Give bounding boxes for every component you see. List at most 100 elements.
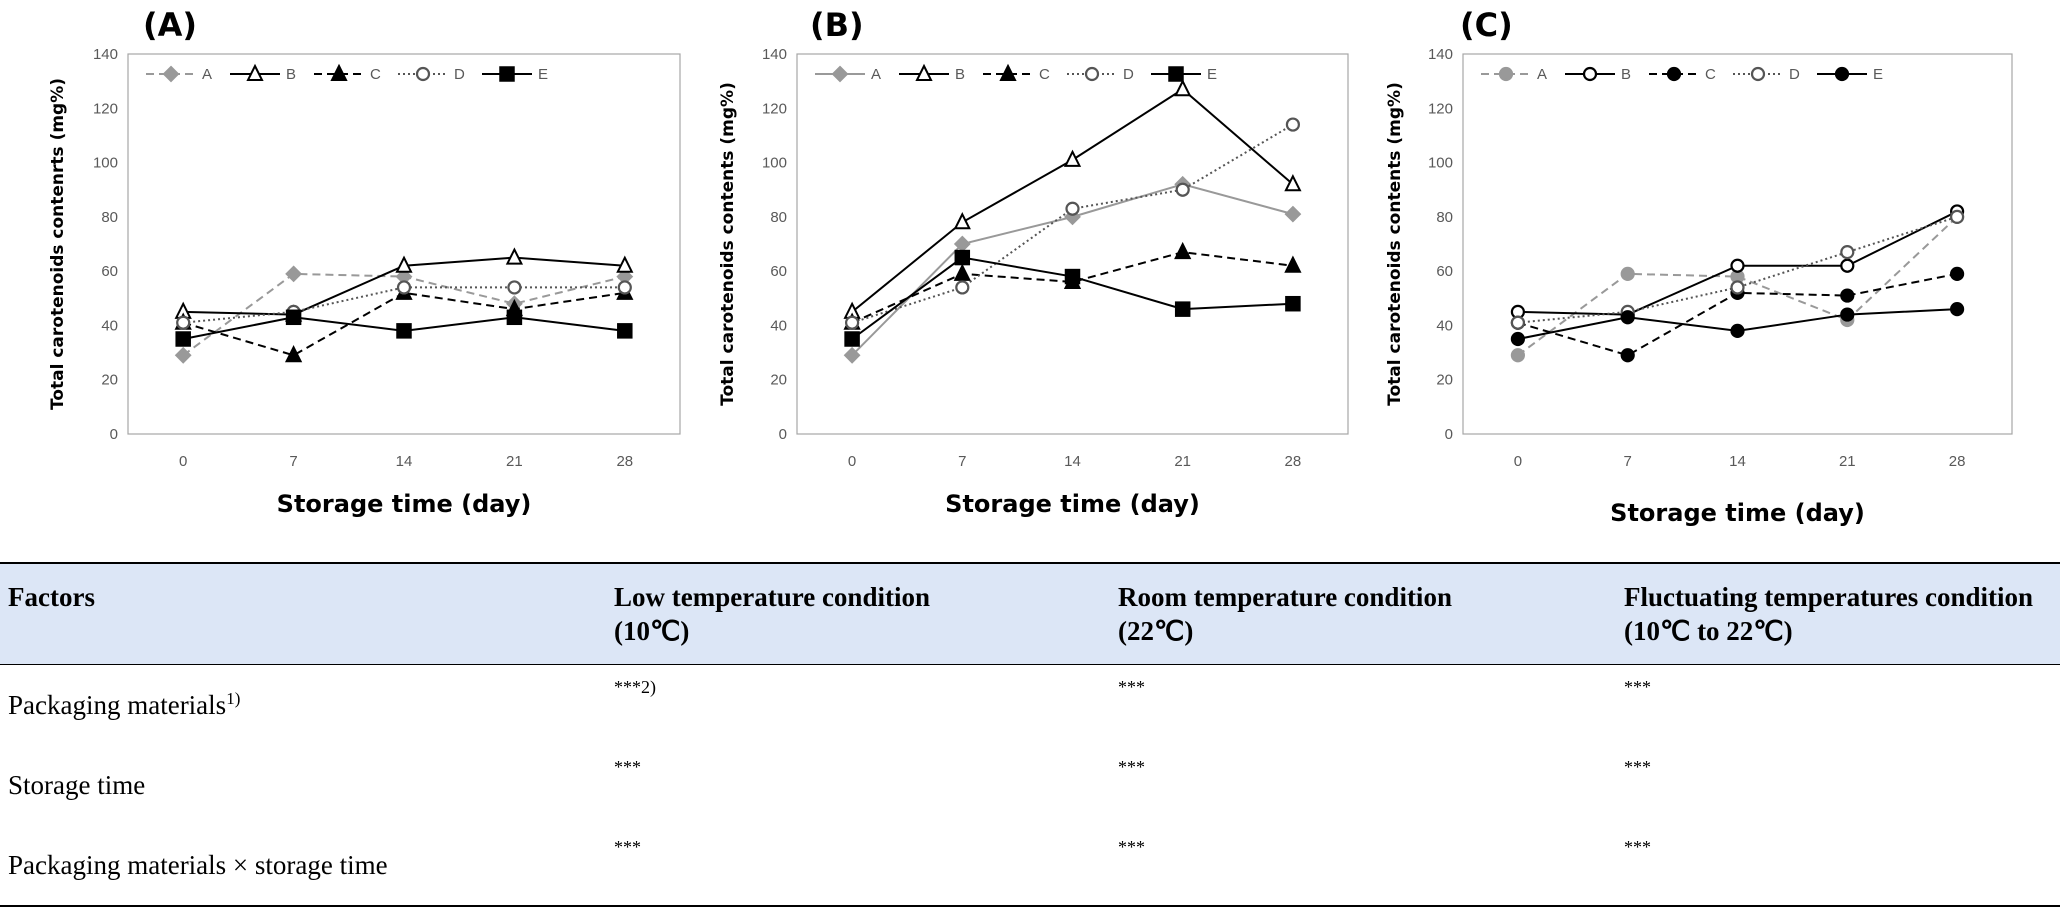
data-point	[1510, 331, 1526, 347]
y-tick-label: 100	[93, 155, 118, 172]
chart-panel: (A) 0 20 40 60 80 100 120 140 0 7 14 21 28 Storage tim…	[48, 6, 681, 518]
x-tick-label: 0	[1514, 453, 1522, 470]
factor-cell: Packaging materials1)	[8, 689, 241, 720]
data-point	[1175, 182, 1190, 197]
data-point	[1174, 241, 1192, 260]
legend-entry: E	[538, 66, 548, 83]
legend-entry: D	[454, 66, 465, 83]
y-tick-label: 60	[1436, 263, 1453, 280]
legend-marker	[999, 63, 1017, 81]
y-tick-label: 0	[779, 426, 787, 443]
x-tick-label: 14	[396, 453, 413, 470]
data-point	[617, 323, 633, 339]
fluctuating-temp-significance: ***	[1624, 677, 1651, 697]
data-point	[1730, 323, 1745, 338]
data-point	[844, 315, 860, 330]
plot-area-frame	[796, 53, 1349, 435]
y-tick-label: 60	[770, 263, 787, 280]
legend-marker	[330, 63, 348, 81]
data-point	[1284, 255, 1302, 273]
data-point	[1284, 205, 1302, 223]
legend: A B C D E	[815, 63, 1217, 83]
plot-area-frame	[1462, 53, 2013, 435]
anova-table: Factors Low temperature condition (10℃) R…	[0, 562, 2060, 907]
y-tick-label: 20	[1436, 372, 1453, 389]
series-B	[1510, 204, 1965, 322]
room-temp-significance: ***	[1118, 757, 1145, 777]
legend-marker	[915, 63, 933, 81]
y-tick-label: 20	[770, 372, 787, 389]
y-tick-label: 60	[101, 263, 118, 280]
data-point	[617, 280, 632, 295]
data-point	[285, 309, 302, 326]
x-tick-label: 0	[848, 453, 856, 470]
data-point	[1510, 348, 1526, 363]
data-point	[506, 309, 523, 326]
legend-entry: A	[202, 66, 212, 83]
header-fluctuating-temperatures: Fluctuating temperatures condition (10℃ t…	[1616, 562, 2060, 665]
y-axis-title: Total carotenoids contents (mg%)	[718, 82, 738, 406]
y-axis-title: Total carotenoids contenrts (mg%)	[48, 78, 68, 410]
plot-area-frame	[127, 53, 681, 435]
x-tick-label: 28	[1949, 453, 1966, 470]
factor-cell: Packaging materials × storage time	[0, 825, 606, 907]
data-point	[955, 280, 970, 295]
header-room-temperature: Room temperature condition (22℃)	[1110, 562, 1616, 665]
legend-marker	[1834, 66, 1850, 82]
header-low-temperature: Low temperature condition (10℃)	[606, 562, 1110, 665]
y-tick-label: 140	[1428, 46, 1453, 63]
data-point	[844, 331, 860, 347]
legend-marker	[499, 66, 515, 82]
x-tick-label: 21	[1839, 453, 1856, 470]
x-tick-label: 7	[289, 453, 297, 470]
legend-entry: D	[1789, 66, 1800, 83]
low-temp-significance: ***	[614, 757, 641, 777]
x-tick-label: 0	[179, 453, 187, 470]
legend-marker	[415, 66, 431, 82]
legend-marker	[1168, 66, 1184, 82]
legend-entry: A	[1537, 66, 1547, 83]
table-row: Packaging materials × storage time *** *…	[0, 825, 2060, 907]
y-tick-label: 140	[762, 46, 787, 63]
chart-panel: (B) 0 20 40 60 80 100 120 140 0 7 14 21 28 Storage tim…	[718, 6, 1349, 518]
data-point	[953, 263, 971, 281]
series-line	[183, 286, 625, 324]
data-point	[1174, 301, 1191, 317]
legend-marker	[1084, 66, 1100, 82]
data-point	[1285, 117, 1301, 132]
legend-entry: D	[1123, 66, 1134, 83]
data-point	[176, 315, 191, 330]
data-point	[505, 247, 524, 265]
y-tick-label: 100	[762, 155, 787, 172]
data-point	[1620, 266, 1635, 281]
legend-entry: E	[1873, 66, 1883, 83]
legend-marker	[246, 63, 264, 81]
legend: A B C D E	[1481, 66, 1883, 83]
legend-entry: E	[1207, 66, 1217, 83]
series-D	[176, 280, 632, 330]
y-tick-label: 0	[1445, 426, 1453, 443]
legend-marker	[1750, 66, 1766, 82]
legend-marker	[831, 65, 849, 83]
header-factors: Factors	[0, 562, 606, 665]
x-tick-label: 7	[958, 453, 966, 470]
x-tick-label: 14	[1729, 453, 1746, 470]
data-point	[1840, 307, 1855, 322]
table-row: Packaging materials1) ***2) *** ***	[0, 665, 2060, 746]
legend-marker	[1582, 66, 1598, 82]
y-tick-label: 80	[770, 209, 787, 226]
data-point	[1064, 268, 1081, 285]
data-point	[1620, 348, 1635, 363]
legend-entry: A	[871, 66, 881, 83]
data-point	[1730, 258, 1745, 273]
low-temp-significance: ***	[606, 825, 1110, 907]
y-tick-label: 100	[1428, 155, 1453, 172]
y-tick-label: 0	[110, 426, 118, 443]
x-tick-label: 21	[1174, 453, 1191, 470]
data-point	[616, 255, 634, 273]
data-point	[1840, 288, 1855, 303]
data-point	[1285, 295, 1301, 312]
y-tick-label: 120	[93, 100, 118, 117]
legend-entry: C	[370, 66, 381, 83]
